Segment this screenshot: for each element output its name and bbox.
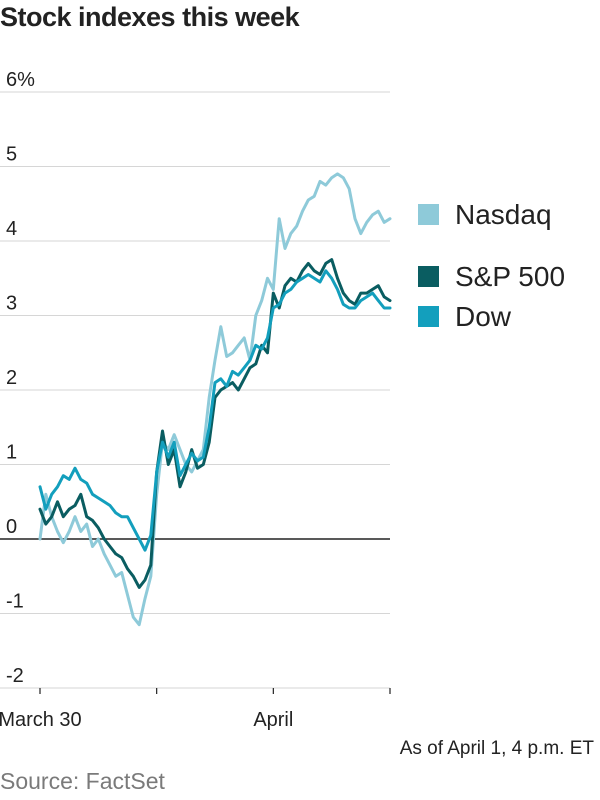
- y-tick-label: 1: [6, 442, 17, 464]
- y-tick-label: 5: [6, 144, 17, 166]
- x-tick-label: March 30: [0, 709, 82, 731]
- legend-label-nasdaq: Nasdaq: [455, 199, 552, 230]
- legend-label-s-p-500: S&P 500: [455, 261, 565, 292]
- timestamp-note: As of April 1, 4 p.m. ET: [399, 738, 594, 759]
- y-tick-label: 6%: [6, 69, 35, 91]
- y-tick-label: 3: [6, 293, 17, 315]
- y-tick-label: -1: [6, 591, 24, 613]
- y-tick-label: 4: [6, 218, 17, 240]
- series-lines: [38, 172, 392, 627]
- y-tick-label: -2: [6, 665, 24, 687]
- series-line-dow: [38, 269, 392, 552]
- series-line-s-p-500: [38, 258, 392, 589]
- source-note: Source: FactSet: [0, 768, 165, 794]
- line-chart: -2 -1 0 1 2 3 4 5 6% March 30 April Nasdaq S&P 500…: [0, 69, 565, 731]
- y-axis-tick-labels: -2 -1 0 1 2 3 4 5 6%: [6, 69, 35, 687]
- x-tick-label: April: [253, 709, 293, 731]
- legend-swatch-s-p-500: [418, 266, 439, 287]
- series-line-nasdaq: [38, 172, 392, 627]
- x-axis: March 30 April: [0, 688, 391, 731]
- legend-swatch-dow: [418, 306, 439, 327]
- legend-swatch-nasdaq: [418, 204, 439, 225]
- gridlines: [0, 91, 390, 689]
- legend-label-dow: Dow: [455, 301, 512, 332]
- legend: Nasdaq S&P 500 Dow: [418, 199, 565, 332]
- chart-title: Stock indexes this week: [0, 2, 300, 32]
- y-tick-label: 0: [6, 516, 17, 538]
- y-tick-label: 2: [6, 367, 17, 389]
